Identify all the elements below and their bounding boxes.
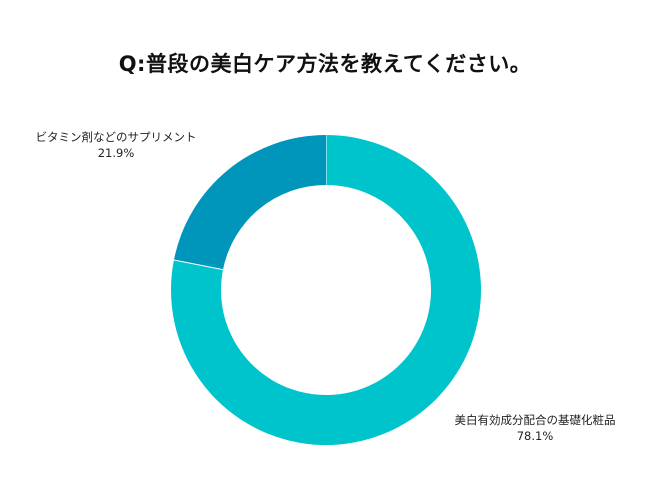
slice-value-label: 21.9%	[98, 146, 135, 160]
slice-category-label: 美白有効成分配合の基礎化粧品	[455, 413, 616, 427]
chart-title: Q:普段の美白ケア方法を教えてください。	[118, 52, 532, 76]
slice-value-label: 78.1%	[517, 429, 554, 443]
donut-slice-2	[173, 135, 326, 270]
donut-slice-1	[170, 135, 481, 445]
slice-separator	[173, 259, 224, 271]
slice-category-label: ビタミン剤などのサプリメント	[36, 130, 197, 144]
